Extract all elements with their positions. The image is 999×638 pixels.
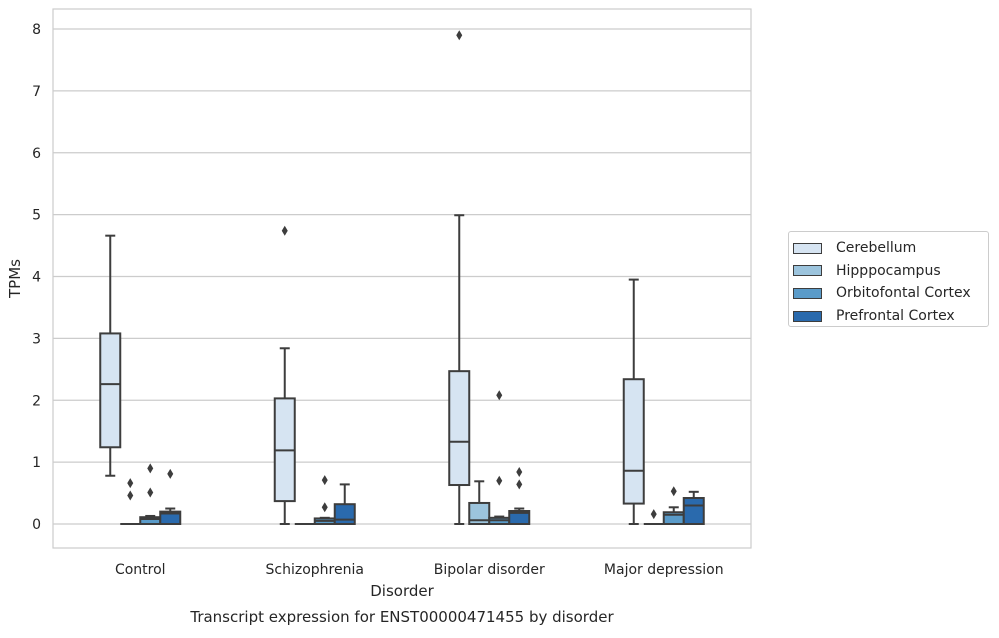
box-bipolar-disorder-hipppocampus bbox=[468, 480, 491, 525]
y-tick-labels: 0 1 2 3 4 5 6 7 8 bbox=[32, 22, 41, 533]
box-bipolar-disorder-prefrontal-cortex bbox=[508, 467, 531, 526]
legend: Cerebellum Hipppocampus Orbitofontal Cor… bbox=[788, 231, 989, 327]
y-tick-label-8: 8 bbox=[32, 22, 41, 38]
chart-title: Transcript expression for ENST0000047145… bbox=[189, 608, 614, 626]
legend-swatch-orbitofrontal-cortex bbox=[793, 287, 822, 299]
legend-item-prefrontal-cortex[interactable]: Prefrontal Cortex bbox=[789, 305, 988, 328]
legend-label-cerebellum: Cerebellum bbox=[836, 240, 917, 257]
box-major-depression-hipppocampus-outlier-0 bbox=[650, 509, 657, 520]
x-tick-label-schizophrenia: Schizophrenia bbox=[266, 562, 364, 578]
box-bipolar-disorder-orbitofontal-cortex-outlier-1 bbox=[496, 390, 503, 401]
box-major-depression-cerebellum-iqr-box bbox=[622, 378, 645, 505]
legend-swatch-cerebellum bbox=[793, 242, 822, 254]
legend-item-orbitofrontal-cortex[interactable]: Orbitofontal Cortex bbox=[789, 282, 988, 305]
x-axis-label: Disorder bbox=[370, 582, 434, 600]
box-schizophrenia-cerebellum-outlier-0 bbox=[281, 225, 288, 236]
box-bipolar-disorder-prefrontal-cortex-iqr-box bbox=[508, 510, 531, 526]
legend-item-hippocampus[interactable]: Hipppocampus bbox=[789, 260, 988, 283]
grid-layer bbox=[53, 28, 751, 525]
x-tick-labels: Control Schizophrenia Bipolar disorder Majo… bbox=[115, 562, 724, 578]
legend-label-prefrontal-cortex: Prefrontal Cortex bbox=[836, 308, 955, 325]
box-bipolar-disorder-prefrontal-cortex-outlier-0 bbox=[516, 479, 523, 490]
box-bipolar-disorder-hipppocampus-iqr-box bbox=[468, 501, 491, 525]
box-control-prefrontal-cortex bbox=[159, 468, 182, 525]
box-major-depression-cerebellum bbox=[622, 278, 645, 525]
y-axis-label: TPMs bbox=[6, 259, 24, 299]
box-major-depression-prefrontal-cortex bbox=[682, 490, 705, 526]
y-tick-label-2: 2 bbox=[32, 393, 41, 409]
x-tick-label-bipolar-disorder: Bipolar disorder bbox=[434, 562, 545, 578]
y-tick-label-7: 7 bbox=[32, 84, 41, 100]
box-bipolar-disorder-orbitofontal-cortex-outlier-0 bbox=[496, 475, 503, 486]
box-major-depression-orbitofontal-cortex bbox=[662, 486, 685, 526]
y-tick-label-5: 5 bbox=[32, 208, 41, 224]
box-schizophrenia-prefrontal-cortex-iqr-box bbox=[333, 503, 356, 526]
y-tick-label-3: 3 bbox=[32, 331, 41, 347]
legend-label-hippocampus: Hipppocampus bbox=[836, 262, 941, 279]
box-control-prefrontal-cortex-iqr-box bbox=[159, 510, 182, 525]
plot-frame bbox=[52, 8, 752, 549]
box-major-depression-orbitofontal-cortex-outlier-0 bbox=[670, 486, 677, 497]
box-control-prefrontal-cortex-outlier-0 bbox=[167, 468, 174, 479]
box-control-cerebellum-iqr-box bbox=[99, 332, 122, 449]
box-bipolar-disorder-cerebellum-outlier-0 bbox=[456, 30, 463, 41]
box-bipolar-disorder-orbitofontal-cortex bbox=[488, 390, 511, 525]
box-schizophrenia-cerebellum bbox=[273, 225, 296, 525]
y-tick-label-4: 4 bbox=[32, 270, 41, 286]
box-control-orbitofontal-cortex-outlier-1 bbox=[147, 463, 154, 474]
y-tick-label-0: 0 bbox=[32, 517, 41, 533]
box-bipolar-disorder-cerebellum bbox=[448, 30, 471, 525]
box-schizophrenia-orbitofontal-cortex-outlier-1 bbox=[321, 475, 328, 486]
box-layer bbox=[99, 30, 705, 526]
legend-swatch-prefrontal-cortex bbox=[793, 310, 822, 322]
box-schizophrenia-orbitofontal-cortex-outlier-0 bbox=[321, 502, 328, 513]
x-tick-label-major-depression: Major depression bbox=[604, 562, 724, 578]
legend-item-cerebellum[interactable]: Cerebellum bbox=[789, 237, 988, 260]
box-major-depression-hipppocampus bbox=[643, 509, 664, 525]
y-tick-label-6: 6 bbox=[32, 146, 41, 162]
legend-label-orbitofrontal-cortex: Orbitofontal Cortex bbox=[836, 285, 971, 302]
box-bipolar-disorder-cerebellum-iqr-box bbox=[448, 370, 471, 487]
box-control-hipppocampus-outlier-0 bbox=[127, 490, 134, 501]
box-control-cerebellum bbox=[99, 234, 122, 477]
y-tick-label-1: 1 bbox=[32, 455, 41, 471]
box-control-orbitofontal-cortex bbox=[139, 463, 162, 525]
x-tick-label-control: Control bbox=[115, 562, 166, 578]
legend-swatch-hippocampus bbox=[793, 265, 822, 277]
box-control-hipppocampus-outlier-1 bbox=[127, 478, 134, 489]
box-control-hipppocampus bbox=[120, 478, 141, 525]
box-control-orbitofontal-cortex-outlier-0 bbox=[147, 487, 154, 498]
box-schizophrenia-prefrontal-cortex bbox=[333, 483, 356, 526]
box-schizophrenia-orbitofontal-cortex bbox=[313, 475, 336, 526]
box-bipolar-disorder-prefrontal-cortex-outlier-1 bbox=[516, 467, 523, 478]
box-major-depression-prefrontal-cortex-iqr-box bbox=[682, 497, 705, 526]
